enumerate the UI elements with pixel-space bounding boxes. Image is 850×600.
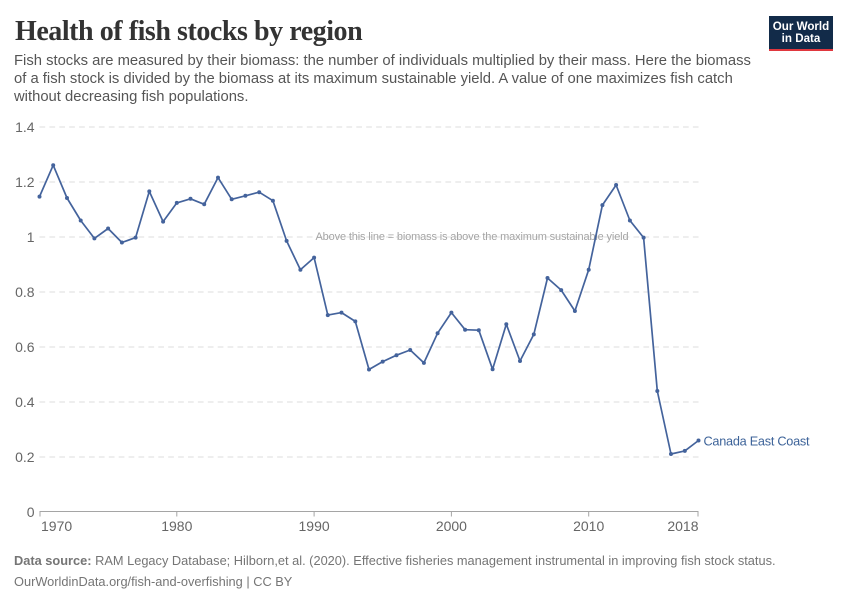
svg-text:1990: 1990 — [299, 518, 330, 534]
svg-text:Above this line = biomass is a: Above this line = biomass is above the m… — [316, 231, 629, 243]
svg-text:1.4: 1.4 — [15, 119, 35, 135]
svg-text:0: 0 — [27, 504, 35, 520]
svg-text:0.6: 0.6 — [15, 339, 35, 355]
svg-text:1970: 1970 — [41, 518, 72, 534]
svg-text:0.4: 0.4 — [15, 394, 35, 410]
svg-text:0.2: 0.2 — [15, 449, 35, 465]
svg-text:Canada East Coast: Canada East Coast — [704, 435, 810, 449]
svg-text:1: 1 — [27, 229, 35, 245]
svg-text:1.2: 1.2 — [15, 174, 35, 190]
svg-text:2018: 2018 — [667, 518, 698, 534]
svg-text:0.8: 0.8 — [15, 284, 35, 300]
svg-text:1980: 1980 — [161, 518, 192, 534]
svg-text:2010: 2010 — [573, 518, 604, 534]
svg-text:2000: 2000 — [436, 518, 467, 534]
